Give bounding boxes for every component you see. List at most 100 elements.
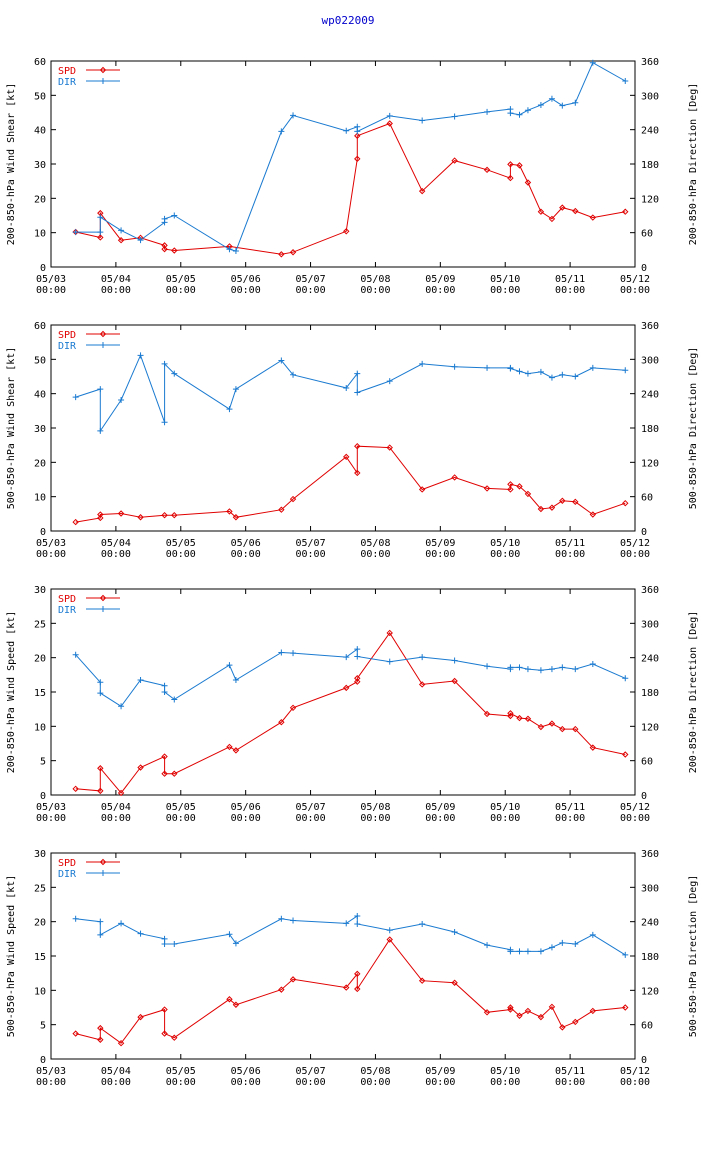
left-tick-label: 30 — [34, 160, 46, 171]
data-point-spd — [97, 787, 104, 795]
data-point-spd — [483, 1009, 491, 1016]
data-point-spd — [451, 677, 458, 685]
series-line-dir — [75, 648, 626, 707]
y-axis-label-right: 500-850-hPa Direction [Deg] — [688, 875, 699, 1038]
data-point-dir — [226, 406, 233, 413]
data-point-dir — [516, 368, 523, 375]
right-tick-label: 120 — [641, 194, 659, 205]
series-spd — [72, 442, 629, 526]
x-tick-label-date: 05/08 — [360, 802, 390, 813]
x-tick-label-time: 00:00 — [296, 813, 326, 824]
right-tick-label: 0 — [641, 791, 647, 802]
data-point-spd — [226, 508, 233, 515]
left-tick-label: 5 — [40, 1021, 46, 1032]
left-tick-label: 25 — [34, 883, 46, 894]
left-tick-label: 20 — [34, 654, 46, 665]
data-point-spd — [507, 1004, 514, 1011]
data-point-dir — [516, 664, 523, 671]
data-point-dir — [97, 427, 104, 434]
data-point-spd — [451, 474, 458, 481]
data-point-dir — [451, 928, 458, 935]
right-tick-label: 180 — [641, 160, 659, 171]
legend-label-spd: SPD — [58, 858, 76, 869]
x-tick-label-time: 00:00 — [166, 549, 196, 560]
data-point-dir — [161, 360, 168, 367]
x-tick-label-date: 05/06 — [231, 274, 261, 285]
right-tick-label: 240 — [641, 390, 659, 401]
legend-marker-spd — [99, 858, 107, 866]
legend-marker-spd — [99, 66, 107, 74]
data-point-dir — [72, 915, 79, 922]
legend-label-dir: DIR — [58, 605, 77, 616]
x-tick-label-date: 05/08 — [360, 538, 390, 549]
data-point-dir — [161, 935, 168, 942]
x-tick-label-date: 05/11 — [555, 802, 585, 813]
left-tick-label: 40 — [34, 390, 46, 401]
data-point-dir — [72, 229, 79, 236]
data-point-spd — [278, 986, 285, 993]
data-point-spd — [354, 469, 361, 477]
right-tick-label: 60 — [641, 757, 653, 768]
data-point-spd — [232, 514, 240, 521]
data-point-dir — [516, 111, 523, 118]
data-point-dir — [290, 112, 297, 119]
data-point-spd — [343, 453, 350, 461]
data-point-spd — [589, 1007, 597, 1015]
right-tick-label: 120 — [641, 458, 659, 469]
legend-label-dir: DIR — [58, 869, 77, 880]
data-point-dir — [419, 360, 426, 367]
x-tick-label-time: 00:00 — [360, 549, 390, 560]
data-point-dir — [507, 110, 514, 117]
data-point-dir — [232, 386, 239, 393]
data-point-spd — [572, 498, 579, 506]
chart-panel-4: 05101520253006012018024030036005/0300:00… — [6, 849, 699, 1088]
legend-marker-spd — [99, 594, 107, 602]
x-tick-label-time: 00:00 — [425, 285, 455, 296]
x-tick-label-date: 05/10 — [490, 802, 520, 813]
data-point-spd — [386, 629, 393, 637]
legend-marker-dir — [100, 870, 106, 876]
data-point-dir — [278, 357, 285, 364]
data-point-spd — [117, 1040, 125, 1047]
data-point-dir — [137, 930, 144, 937]
data-point-spd — [72, 518, 79, 526]
x-tick-label-date: 05/08 — [360, 1066, 390, 1077]
data-point-dir — [171, 212, 178, 219]
data-point-dir — [226, 246, 233, 253]
right-tick-label: 300 — [641, 91, 659, 102]
data-point-spd — [226, 996, 233, 1003]
x-tick-label-time: 00:00 — [425, 549, 455, 560]
data-point-spd — [343, 984, 350, 991]
data-point-spd — [516, 162, 523, 169]
data-point-spd — [354, 442, 361, 450]
data-point-spd — [537, 723, 545, 731]
data-point-spd — [418, 977, 426, 984]
right-tick-label: 240 — [641, 126, 659, 137]
data-point-dir — [451, 657, 458, 664]
data-point-dir — [278, 915, 285, 922]
data-point-dir — [589, 660, 596, 667]
x-tick-label-time: 00:00 — [36, 285, 66, 296]
x-tick-label-time: 00:00 — [231, 285, 261, 296]
data-point-spd — [171, 247, 178, 254]
data-point-spd — [97, 234, 104, 241]
left-tick-label: 0 — [40, 791, 46, 802]
right-tick-label: 120 — [641, 722, 659, 733]
left-tick-label: 60 — [34, 57, 46, 68]
left-tick-label: 0 — [40, 527, 46, 538]
data-point-spd — [226, 743, 233, 751]
data-point-dir — [548, 666, 555, 673]
x-tick-label-date: 05/11 — [555, 1066, 585, 1077]
x-tick-label-time: 00:00 — [490, 813, 520, 824]
data-point-spd — [171, 511, 178, 519]
plot-frame — [50, 588, 636, 796]
data-point-dir — [97, 214, 104, 221]
data-point-spd — [386, 120, 393, 127]
series-line-dir — [75, 61, 626, 252]
x-tick-label-time: 00:00 — [620, 285, 650, 296]
data-point-spd — [72, 1030, 79, 1037]
data-point-dir — [524, 370, 531, 377]
data-point-dir — [354, 128, 361, 135]
x-tick-label-date: 05/06 — [231, 1066, 261, 1077]
